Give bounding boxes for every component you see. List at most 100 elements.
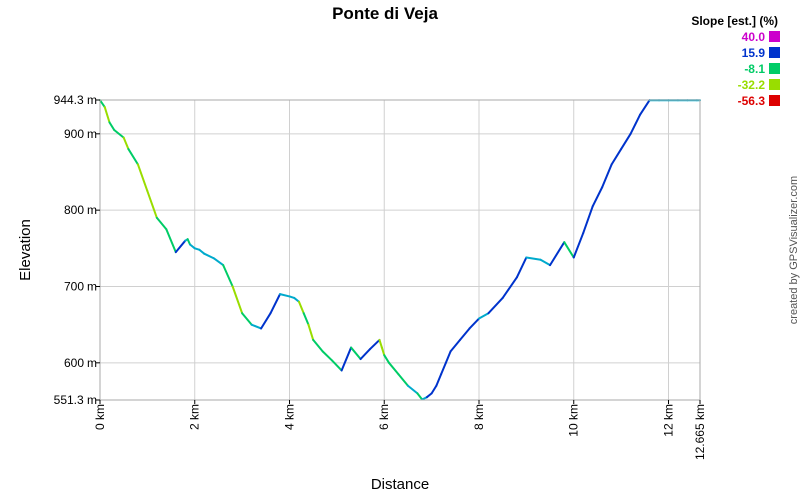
profile-segment — [212, 257, 225, 267]
x-tick-label: 2 km — [188, 404, 202, 430]
profile-segment — [487, 296, 504, 315]
credit-text: created by GPSVisualizer.com — [788, 176, 800, 324]
profile-segment — [136, 163, 149, 193]
legend-entry-label: -8.1 — [744, 62, 765, 76]
profile-segment — [563, 241, 575, 259]
legend-swatch — [769, 63, 780, 74]
x-tick-label: 4 km — [282, 404, 296, 430]
profile-segment — [582, 205, 594, 235]
profile-segment — [468, 317, 480, 330]
legend-swatch — [769, 79, 780, 90]
x-axis-label: Distance — [371, 476, 429, 493]
profile-segment — [449, 338, 462, 353]
profile-segment — [425, 392, 433, 399]
profile-segment — [369, 338, 381, 351]
y-tick-label: 600 — [64, 356, 84, 370]
slope-legend: Slope [est.] (%) 40.0 15.9 -8.1 -32.2 -56.3 — [691, 14, 780, 108]
profile-segment — [639, 99, 651, 116]
profile-segment — [477, 312, 490, 320]
legend-title: Slope [est.] (%) — [691, 14, 778, 28]
profile-segment — [293, 296, 300, 303]
profile-segment — [203, 252, 215, 260]
profile-segment — [108, 121, 116, 131]
profile-segment — [312, 338, 324, 353]
y-tick-unit: m — [87, 127, 97, 141]
y-tick-unit: m — [87, 356, 97, 370]
profile-segment — [620, 132, 632, 151]
x-tick-label: 10 km — [567, 404, 581, 437]
y-axis-label: Elevation — [17, 219, 34, 281]
profile-segment — [387, 361, 400, 376]
profile-segment — [572, 232, 585, 259]
x-tick-label: 0 km — [93, 404, 107, 430]
x-tick-label: 8 km — [472, 404, 486, 430]
profile-segment — [406, 384, 419, 395]
profile-segment — [430, 384, 438, 395]
legend-swatch — [769, 31, 780, 42]
y-tick-label: 944.3 m — [54, 93, 97, 107]
x-tick-label: 12 km — [661, 404, 675, 437]
y-tick-unit: m — [87, 279, 97, 293]
x-tick-label: 6 km — [377, 404, 391, 430]
profile-segment — [122, 136, 130, 151]
profile-segment — [629, 113, 642, 135]
profile-segment — [279, 293, 291, 298]
profile-segment — [241, 312, 253, 326]
profile-segment — [127, 148, 139, 166]
profile-segment — [515, 256, 528, 279]
profile-segment — [380, 346, 386, 357]
chart-title: Ponte di Veja — [332, 4, 438, 23]
profile-segment — [359, 348, 372, 361]
profile-segment — [189, 243, 196, 250]
legend-entry-label: -32.2 — [738, 78, 766, 92]
profile-segment — [397, 373, 409, 387]
profile-segment — [539, 258, 552, 267]
profile-segment — [549, 241, 566, 267]
x-tick-label: 12.665 km — [693, 404, 707, 460]
profile-segment — [601, 163, 613, 189]
profile-segment — [146, 190, 158, 219]
profile-segment — [174, 239, 187, 254]
profile-segment — [435, 373, 443, 387]
plot-frame — [99, 99, 701, 401]
profile-segment — [610, 148, 623, 166]
x-axis-ticks: 0 km 2 km 4 km 6 km 8 km 10 km 12 km 12.665 km — [93, 400, 707, 460]
y-tick-label: 800 — [64, 203, 84, 217]
legend-entry-label: 40.0 — [742, 30, 766, 44]
profile-segment — [231, 285, 244, 315]
profile-segment — [331, 359, 343, 372]
profile-segment — [155, 216, 168, 231]
profile-segment — [103, 106, 111, 124]
profile-segment — [302, 312, 310, 326]
profile-segment — [525, 256, 542, 261]
profile-segment — [269, 293, 282, 315]
y-tick-label: 551.3 m — [54, 393, 97, 407]
profile-segment — [99, 99, 106, 109]
profile-segment — [113, 129, 125, 139]
profile-segment — [321, 350, 334, 362]
profile-segment — [250, 323, 263, 330]
profile-segment — [350, 346, 362, 361]
legend-swatch — [769, 95, 780, 106]
y-tick-unit: m — [87, 203, 97, 217]
profile-segment — [378, 338, 383, 349]
profile-segment — [297, 300, 305, 315]
profile-segment — [459, 327, 471, 341]
profile-segment — [383, 354, 390, 364]
legend-entry-label: 15.9 — [742, 46, 766, 60]
profile-segment — [416, 392, 424, 401]
profile-segment — [340, 346, 353, 372]
profile-segment — [440, 361, 447, 376]
profile-segment — [444, 350, 452, 364]
profile-segment — [260, 312, 272, 330]
profile-segment — [222, 264, 234, 288]
plot-background — [100, 100, 700, 400]
legend-entry-label: -56.3 — [738, 94, 766, 108]
profile-segment — [165, 228, 177, 254]
legend-swatch — [769, 47, 780, 58]
profile-segment — [307, 323, 315, 341]
profile-segment — [501, 276, 518, 299]
y-tick-label: 700 — [64, 279, 84, 293]
